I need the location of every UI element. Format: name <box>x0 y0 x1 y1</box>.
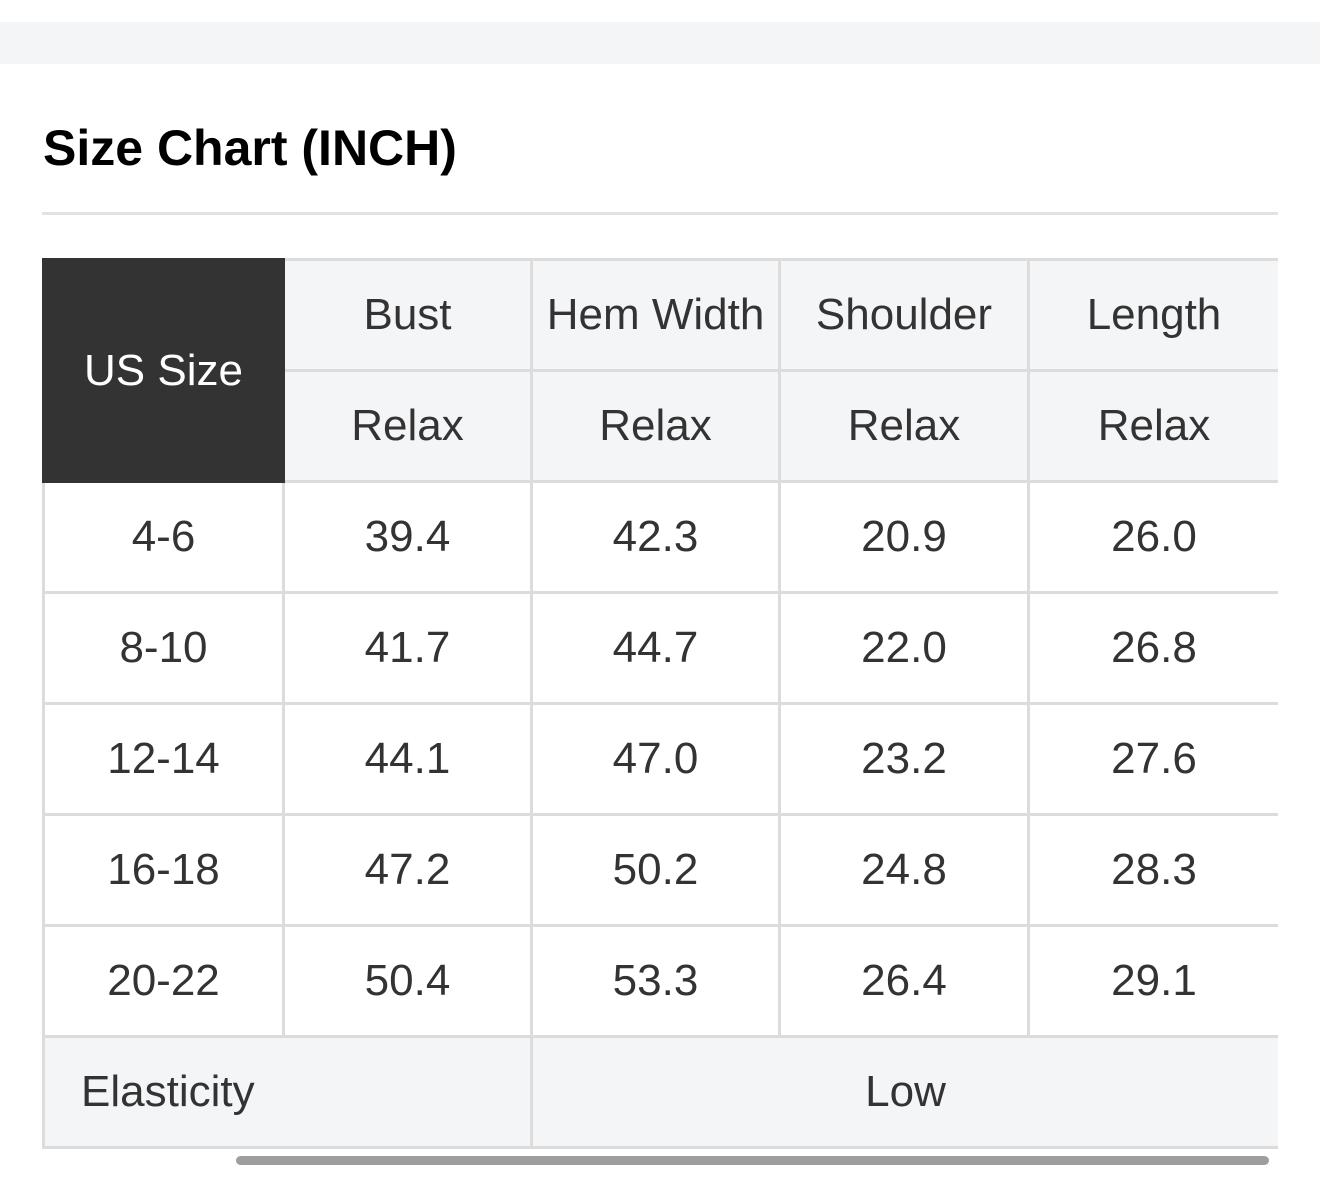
measurement-cell: 26.8 <box>1027 591 1278 705</box>
measurement-cell: 47.2 <box>282 813 533 927</box>
measurement-cell: 24.8 <box>778 813 1030 927</box>
measurement-cell: 28.3 <box>1027 813 1278 927</box>
measurement-cell: 50.4 <box>282 924 533 1038</box>
measurement-cell: 44.1 <box>282 702 533 816</box>
measurement-cell: 23.2 <box>778 702 1030 816</box>
size-cell: 4-6 <box>42 480 285 594</box>
measurement-cell: 41.7 <box>282 591 533 705</box>
measurement-cell: 26.0 <box>1027 480 1278 594</box>
size-cell: 16-18 <box>42 813 285 927</box>
header-row: US Size Bust Hem Width Shoulder Length <box>42 258 1278 483</box>
horizontal-scrollbar[interactable] <box>236 1156 1269 1165</box>
subheader-row: Relax Relax Relax Relax <box>44 369 1278 483</box>
fit-subheader: Relax <box>530 369 781 483</box>
table-row: 12-14 44.1 47.0 23.2 27.6 <box>42 702 1278 816</box>
column-header: Length <box>1027 258 1278 372</box>
page-title: Size Chart (INCH) <box>43 120 457 176</box>
measurement-cell: 47.0 <box>530 702 781 816</box>
size-cell: 8-10 <box>42 591 285 705</box>
measurement-cell: 53.3 <box>530 924 781 1038</box>
measurement-cell: 20.9 <box>778 480 1030 594</box>
top-band <box>0 22 1320 64</box>
divider <box>42 212 1278 215</box>
measurement-cell: 22.0 <box>778 591 1030 705</box>
elasticity-label: Elasticity <box>42 1035 533 1149</box>
column-header: Hem Width <box>530 258 781 372</box>
table-row: 20-22 50.4 53.3 26.4 29.1 <box>42 924 1278 1038</box>
measurement-cell: 50.2 <box>530 813 781 927</box>
table-row: 4-6 39.4 42.3 20.9 26.0 <box>42 480 1278 594</box>
measurement-cell: 44.7 <box>530 591 781 705</box>
fit-subheader: Relax <box>778 369 1030 483</box>
measurement-cell: 27.6 <box>1027 702 1278 816</box>
table-row: 16-18 47.2 50.2 24.8 28.3 <box>42 813 1278 927</box>
measurement-cell: 42.3 <box>530 480 781 594</box>
size-cell: 12-14 <box>42 702 285 816</box>
elasticity-value: Low <box>530 1035 1278 1149</box>
elasticity-row: Elasticity Low <box>42 1035 1278 1149</box>
size-cell: 20-22 <box>42 924 285 1038</box>
column-header: Bust <box>282 258 533 372</box>
fit-subheader: Relax <box>282 369 533 483</box>
table-row: 8-10 41.7 44.7 22.0 26.8 <box>42 591 1278 705</box>
size-table: US Size Bust Hem Width Shoulder Length R… <box>42 258 1278 1149</box>
measurement-cell: 39.4 <box>282 480 533 594</box>
size-table-container[interactable]: US Size Bust Hem Width Shoulder Length R… <box>42 258 1278 1174</box>
measurement-cell: 26.4 <box>778 924 1030 1038</box>
us-size-header: US Size <box>42 258 285 483</box>
measurement-cell: 29.1 <box>1027 924 1278 1038</box>
column-header: Shoulder <box>778 258 1030 372</box>
fit-subheader: Relax <box>1027 369 1278 483</box>
